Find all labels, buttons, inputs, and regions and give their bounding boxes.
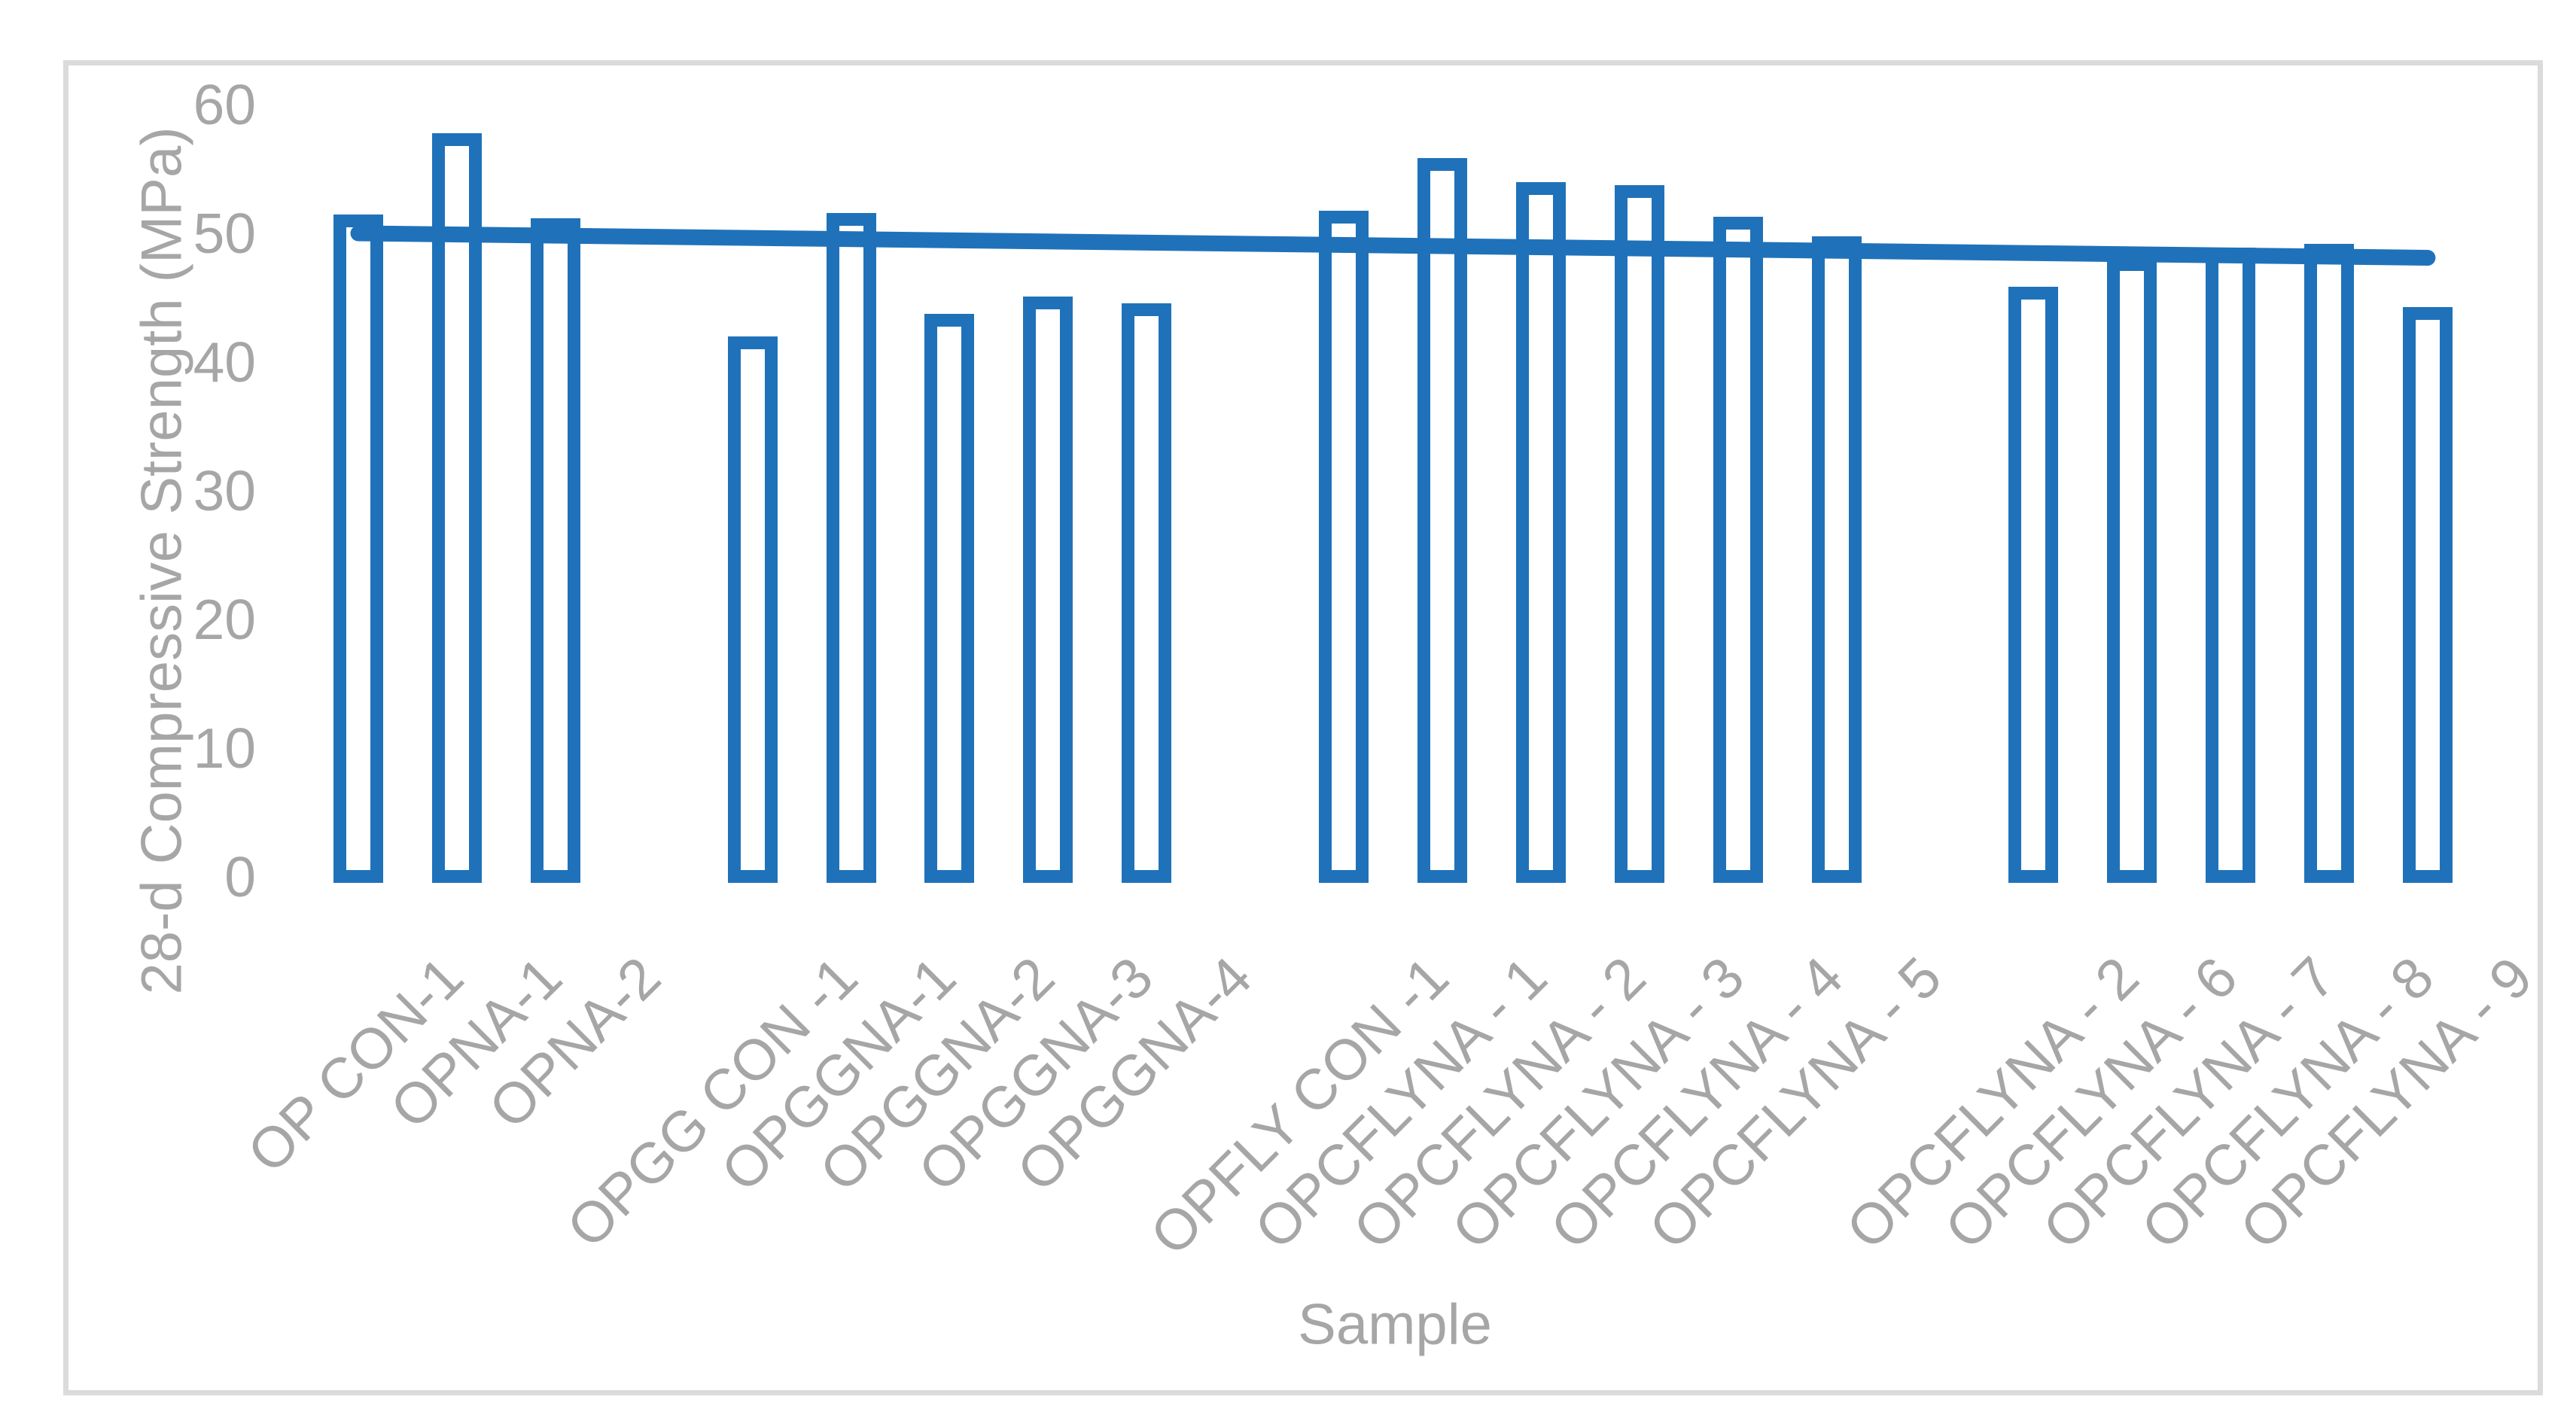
bar <box>1417 157 1467 883</box>
bar <box>431 133 482 883</box>
bar <box>1023 297 1073 883</box>
bar <box>2206 248 2256 883</box>
bar <box>1319 210 1369 883</box>
bar <box>1614 184 1664 883</box>
bar <box>2008 286 2059 883</box>
bar <box>530 218 580 883</box>
bar <box>2304 244 2354 883</box>
y-tick-label: 20 <box>193 588 256 651</box>
y-tick-label: 50 <box>193 202 256 265</box>
bar <box>2402 307 2453 883</box>
y-tick-label: 30 <box>193 459 256 522</box>
y-tick-label: 10 <box>193 717 256 780</box>
bar <box>333 214 383 883</box>
bar <box>1713 217 1763 883</box>
bar <box>924 313 975 883</box>
bar <box>2107 258 2157 883</box>
bar <box>1122 303 1172 883</box>
y-tick-label: 40 <box>193 330 256 394</box>
bar <box>1515 182 1566 883</box>
y-tick-label: 0 <box>224 845 256 908</box>
bar <box>826 213 876 883</box>
bar <box>1811 236 1862 883</box>
y-tick-label: 60 <box>193 73 256 136</box>
bar <box>727 336 778 883</box>
x-axis-title: Sample <box>1298 1292 1492 1357</box>
